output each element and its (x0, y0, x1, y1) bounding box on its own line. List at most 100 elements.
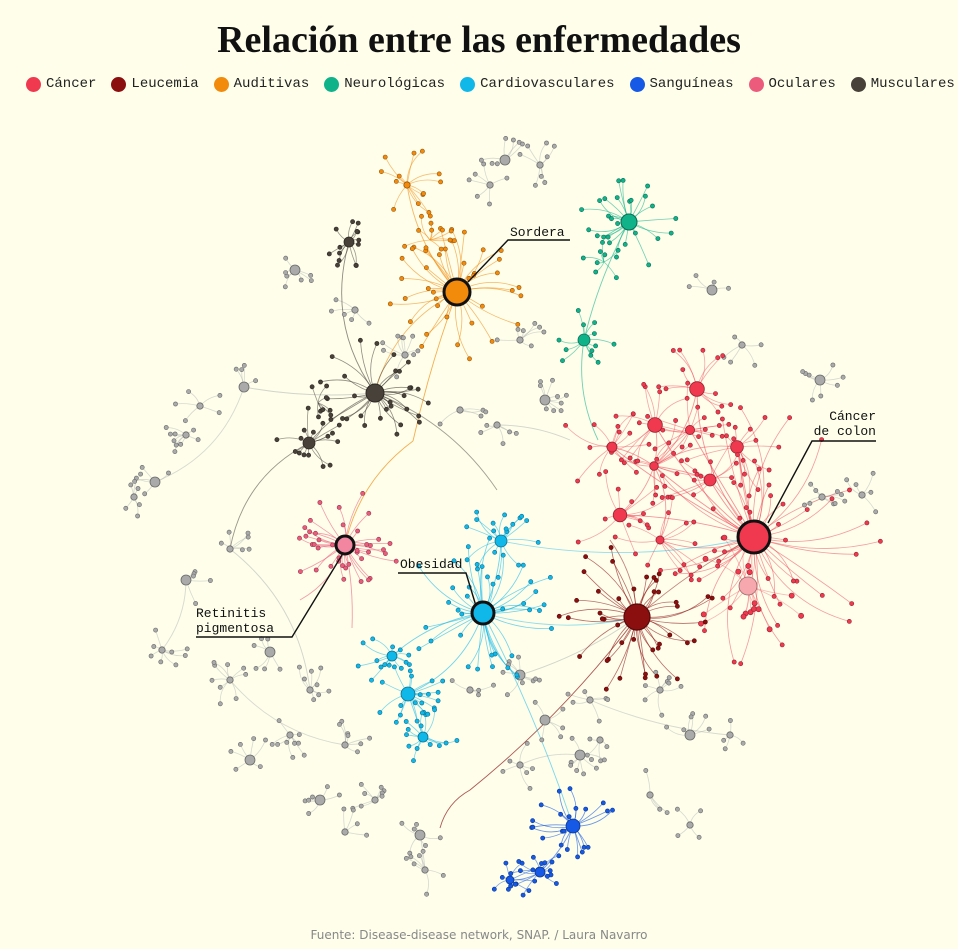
network-node (209, 677, 215, 683)
network-node (377, 415, 383, 421)
network-node (583, 554, 588, 560)
network-node (485, 574, 490, 580)
network-node (645, 413, 650, 419)
network-node (318, 379, 323, 385)
network-node (429, 678, 435, 684)
network-node (680, 367, 686, 372)
annotations: Sordera Cáncer de colon Obesidad Retinit… (196, 225, 876, 638)
network-node (351, 306, 359, 314)
network-node (702, 426, 708, 432)
network-node (619, 457, 624, 463)
network-node (581, 844, 587, 850)
network-node (196, 402, 204, 410)
network-node (326, 688, 332, 694)
network-node (847, 487, 852, 493)
network-node (446, 600, 451, 605)
network-node (427, 742, 433, 747)
network-node (702, 619, 708, 625)
network-edge (482, 612, 638, 626)
network-node (616, 429, 622, 435)
network-node (558, 408, 564, 414)
annotation-label: Sordera (510, 225, 565, 240)
network-node (425, 691, 431, 697)
network-node (425, 400, 431, 406)
network-node (712, 548, 717, 554)
network-node (503, 526, 509, 532)
network-edge (653, 465, 667, 541)
network-node (419, 213, 424, 219)
network-node (758, 342, 764, 348)
network-node (575, 854, 580, 860)
network-node (798, 612, 804, 619)
network-node (377, 710, 383, 715)
network-node (835, 489, 840, 494)
network-node (586, 227, 592, 233)
network-node (538, 802, 544, 808)
network-node (245, 530, 251, 536)
network-node (301, 752, 307, 758)
network-node (381, 347, 386, 353)
network-node (130, 493, 138, 501)
legend-item-cardiovasculares: Cardiovasculares (460, 76, 615, 92)
network-node (472, 171, 478, 177)
network-node (713, 391, 718, 396)
network-node (524, 770, 530, 775)
network-node (686, 284, 692, 289)
network-node (415, 348, 421, 354)
network-node (406, 652, 412, 658)
network-node (408, 854, 414, 860)
network-node (515, 321, 521, 327)
network-node (484, 422, 490, 428)
network-node (301, 427, 307, 433)
network-node (246, 546, 252, 552)
network-node (716, 558, 722, 564)
network-node (527, 786, 533, 791)
network-node (581, 569, 587, 575)
network-node (584, 752, 590, 758)
network-node (297, 535, 302, 541)
network-node (738, 405, 743, 411)
network-edge (654, 424, 755, 538)
network-node (594, 765, 599, 771)
network-node (339, 718, 345, 724)
network-edge (299, 544, 346, 601)
network-node (226, 545, 234, 553)
network-node (657, 389, 663, 395)
network-node (528, 579, 534, 585)
annotation-label: de colon (814, 424, 876, 439)
network-node (504, 175, 510, 181)
network-node (297, 569, 303, 574)
network-node (581, 771, 586, 777)
network-node (253, 378, 258, 384)
network-node (864, 520, 870, 526)
network-node (461, 260, 467, 266)
network-node (418, 723, 424, 729)
network-node (643, 768, 649, 773)
network-edge (424, 869, 429, 895)
network-node (341, 828, 349, 836)
network-node (545, 873, 550, 879)
network-node (830, 362, 836, 368)
network-node (440, 227, 445, 233)
network-node (355, 241, 361, 247)
network-node (542, 180, 548, 185)
network-node (461, 229, 467, 235)
network-node (407, 319, 413, 325)
network-node (534, 866, 546, 878)
network-node (251, 736, 257, 741)
network-node (524, 518, 530, 523)
network-node (135, 513, 140, 519)
network-edge (615, 536, 661, 543)
network-node (670, 348, 676, 353)
network-node (318, 665, 324, 671)
network-node (779, 642, 785, 648)
network-node (241, 362, 247, 368)
network-node (402, 296, 408, 301)
network-node (139, 464, 145, 470)
network-edge (341, 241, 376, 394)
network-node (374, 658, 380, 664)
network-node (609, 216, 614, 222)
network-node (653, 492, 658, 498)
network-node (611, 341, 617, 347)
network-node (516, 285, 522, 290)
